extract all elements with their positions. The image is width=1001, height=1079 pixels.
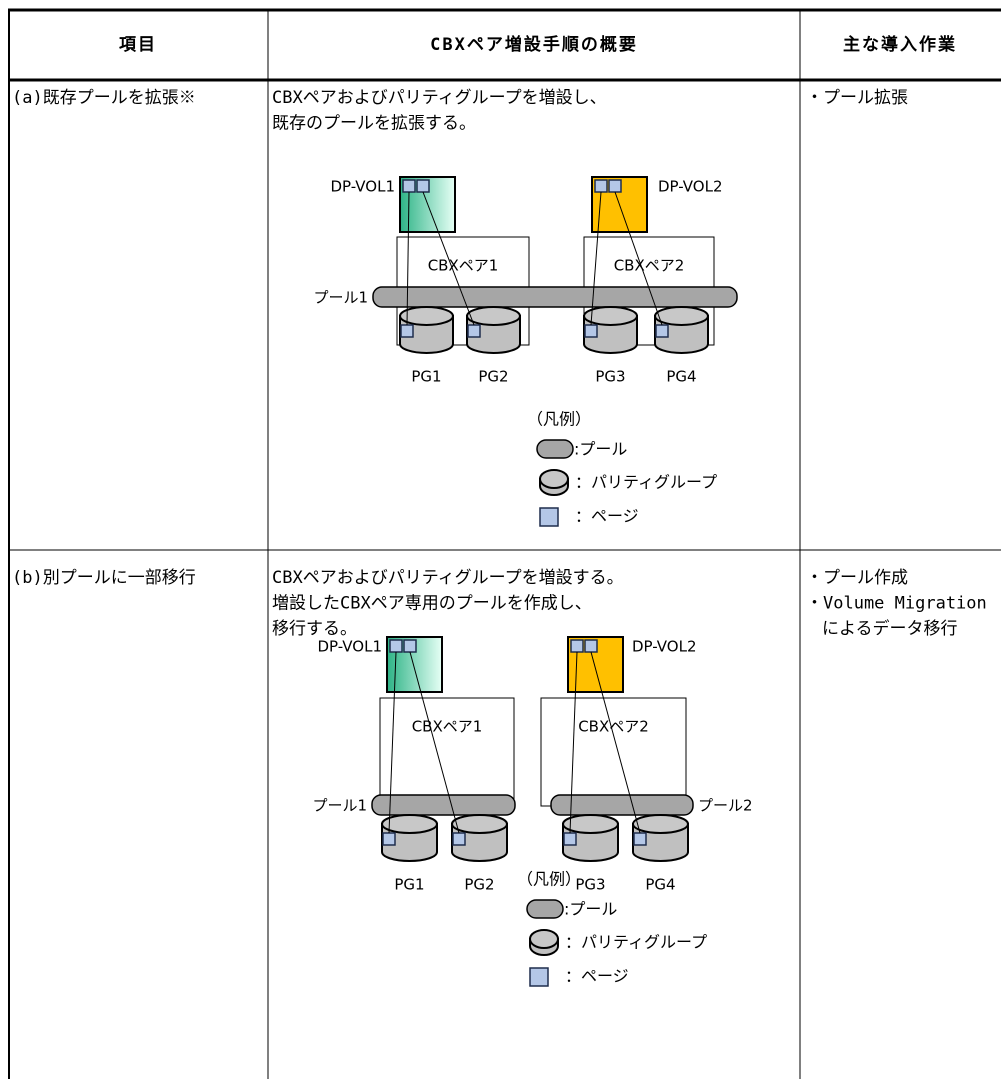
volume-label: DP-VOL1 — [330, 178, 395, 196]
page-icon — [563, 832, 577, 846]
legend-title: （凡例） — [527, 410, 591, 429]
pg-label: PG3 — [595, 368, 625, 386]
page-icon — [633, 832, 647, 846]
page-icon — [655, 324, 669, 338]
legend-title: （凡例） — [517, 870, 581, 889]
legend-text: ：パリティグループ — [565, 933, 707, 952]
page-icon — [584, 639, 598, 653]
pool-bar — [371, 794, 516, 816]
volume-label: DP-VOL2 — [632, 638, 697, 656]
header-cell: CBXペア増設手順の概要 — [430, 34, 638, 55]
pg-label: PG1 — [411, 368, 441, 386]
page-icon — [389, 639, 403, 653]
summary-line: 移行する。 — [272, 619, 357, 639]
mapping-line — [569, 651, 578, 834]
page-icon — [584, 324, 598, 338]
parity-group — [583, 306, 638, 326]
pool-label: プール1 — [312, 797, 367, 815]
pg-label: PG4 — [666, 368, 696, 386]
parity-group — [466, 306, 521, 326]
cbx-label: CBXペア2 — [614, 257, 685, 275]
page-icon — [452, 832, 466, 846]
pg-label: PG3 — [575, 876, 605, 894]
parity-group — [381, 814, 438, 834]
header-cell: 主な導入作業 — [843, 34, 957, 55]
mapping-line — [388, 651, 397, 834]
cbx-box — [540, 697, 687, 807]
pg-label: PG2 — [478, 368, 508, 386]
work-item: ・プール作成 — [806, 568, 908, 588]
legend-pool-icon — [536, 439, 574, 459]
mapping-line — [614, 191, 663, 326]
parity-group — [654, 306, 709, 326]
page-icon — [400, 324, 414, 338]
cbx-label: CBXペア1 — [428, 257, 499, 275]
item-cell: (b)別プールに一部移行 — [12, 568, 196, 588]
pool-label: プール2 — [698, 797, 753, 815]
page-icon — [403, 639, 417, 653]
page-icon — [594, 179, 608, 193]
parity-group — [562, 814, 619, 834]
pool-bar — [550, 794, 694, 816]
page-icon — [467, 324, 481, 338]
page-icon — [570, 639, 584, 653]
volume-label: DP-VOL1 — [317, 638, 382, 656]
pg-label: PG1 — [394, 876, 424, 894]
cbx-label: CBXペア1 — [412, 718, 483, 736]
summary-line: 増設したCBXペア専用のプールを作成し、 — [272, 594, 592, 614]
summary-line: 既存のプールを拡張する。 — [272, 114, 476, 134]
page-icon — [608, 179, 622, 193]
legend-parity-icon — [539, 469, 569, 489]
summary-line: CBXペアおよびパリティグループを増設し、 — [272, 88, 607, 108]
legend-pool-icon — [526, 899, 564, 919]
legend-text: :プール — [574, 440, 627, 459]
legend-text: ：ページ — [565, 967, 629, 986]
parity-group — [451, 814, 508, 834]
item-cell: (a)既存プールを拡張※ — [12, 88, 196, 108]
pool-label: プール1 — [313, 289, 368, 307]
cbx-label: CBXペア2 — [578, 718, 649, 736]
parity-group — [399, 306, 454, 326]
pg-label: PG4 — [645, 876, 675, 894]
legend-text: :プール — [564, 900, 617, 919]
mapping-line — [409, 651, 460, 834]
mapping-line — [590, 191, 602, 326]
legend-text: ：パリティグループ — [575, 473, 717, 492]
work-item: ・Volume Migration — [806, 594, 987, 614]
page-icon — [402, 179, 416, 193]
page-icon — [416, 179, 430, 193]
summary-line: CBXペアおよびパリティグループを増設する。 — [272, 568, 624, 588]
work-item: によるデータ移行 — [822, 618, 958, 639]
mapping-line — [590, 651, 641, 834]
page-icon — [382, 832, 396, 846]
parity-group — [632, 814, 689, 834]
mapping-line — [422, 191, 475, 326]
header-cell: 項目 — [119, 35, 157, 55]
pool-bar — [372, 286, 738, 308]
mapping-line — [406, 191, 410, 326]
volume-label: DP-VOL2 — [658, 178, 723, 196]
pg-label: PG2 — [464, 876, 494, 894]
table-grid — [8, 8, 1001, 1079]
legend-parity-icon — [529, 929, 559, 949]
page-icon — [539, 507, 559, 527]
work-item: ・プール拡張 — [806, 88, 908, 108]
legend-text: ：ページ — [575, 507, 639, 526]
page-icon — [529, 967, 549, 987]
